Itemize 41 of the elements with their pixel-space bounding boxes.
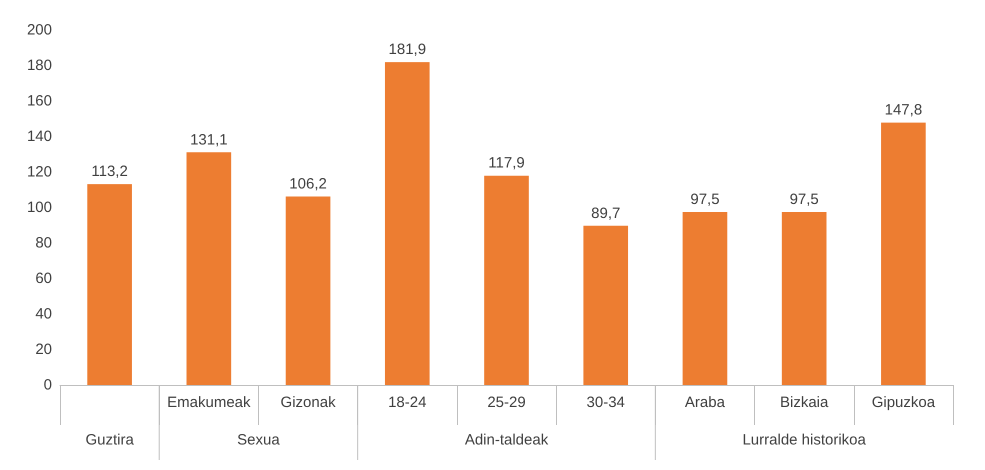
y-tick-label: 120 (26, 164, 52, 180)
x-tick-label: Bizkaia (780, 394, 829, 411)
y-tick-label: 100 (26, 199, 52, 216)
bar (186, 152, 232, 385)
bar (484, 176, 529, 385)
y-tick-label: 80 (35, 234, 52, 252)
bar (583, 226, 628, 385)
bar (881, 122, 926, 385)
data-label: 181,9 (388, 41, 426, 58)
text: Sexua (237, 432, 280, 448)
bar (384, 62, 430, 385)
y-tick-label: 160 (26, 92, 52, 110)
data-label: 117,9 (488, 154, 525, 172)
x-tick-label: Araba (684, 394, 726, 411)
bar (286, 196, 330, 385)
y-tick-label: 40 (35, 306, 52, 322)
x-tick-label: Gizonak (280, 394, 336, 411)
data-label: 97,5 (790, 190, 819, 208)
y-tick-label: 140 (26, 128, 52, 145)
y-tick-label: 60 (35, 270, 52, 287)
y-tick-label: 200 (26, 22, 52, 38)
x-tick-label: 30-34 (586, 394, 625, 411)
data-label: 147,8 (884, 102, 922, 119)
data-label: 131,1 (190, 131, 228, 148)
bar (87, 184, 132, 385)
data-label: 113,2 (91, 163, 128, 180)
y-tick-label: 180 (26, 57, 52, 74)
x-tick-label: Emakumeak (167, 394, 252, 411)
x-tick-label: 18-24 (388, 394, 426, 411)
data-label: 97,5 (690, 190, 720, 208)
text: Adin-taldeak (464, 432, 549, 448)
text: Guztira (85, 432, 134, 448)
x-tick-label: Gipuzkoa (872, 394, 936, 411)
data-label: 106,2 (289, 175, 327, 192)
data-label: 89,7 (591, 204, 620, 222)
x-tick-label: 25-29 (487, 394, 526, 411)
bar (682, 212, 728, 385)
bar (782, 212, 826, 385)
y-tick-label: 0 (44, 376, 52, 394)
text: Lurralde historikoa (742, 432, 867, 448)
y-tick-label: 20 (35, 341, 52, 358)
